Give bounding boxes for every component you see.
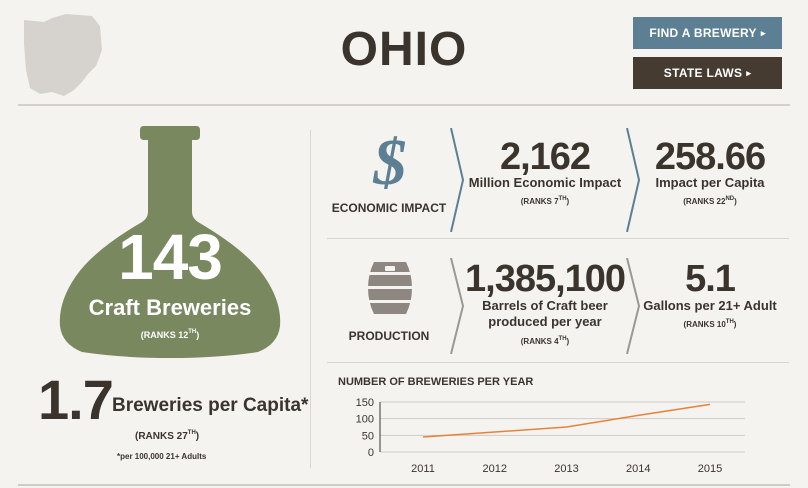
per-capita-value: 1.7 — [38, 368, 114, 431]
section-divider — [327, 238, 789, 239]
x-tick-label: 2012 — [483, 463, 507, 475]
y-tick-label: 100 — [356, 414, 374, 426]
economic-impact-rank: (RANKS 7TH) — [520, 196, 570, 206]
chart-title: NUMBER OF BREWERIES PER YEAR — [338, 376, 534, 388]
state-laws-label: STATE LAWS — [663, 66, 743, 80]
y-tick-label: 150 — [356, 397, 374, 409]
brewery-rank: (RANKS 12TH) — [140, 329, 200, 340]
x-tick-label: 2015 — [698, 463, 722, 475]
barrels-desc-1: Barrels of Craft beer — [482, 298, 608, 313]
section-divider — [327, 362, 789, 363]
gallons-desc: Gallons per 21+ Adult — [643, 298, 777, 313]
brewery-count-label: Craft Breweries — [88, 295, 252, 320]
x-tick-label: 2011 — [411, 463, 435, 475]
series-line — [422, 403, 711, 438]
y-tick-label: 0 — [368, 447, 374, 459]
find-brewery-label: FIND A BREWERY — [649, 26, 757, 40]
x-tick-label: 2013 — [554, 463, 578, 475]
page-title: OHIO — [340, 23, 468, 76]
header-divider — [18, 104, 790, 106]
chevron-divider — [626, 128, 640, 232]
impact-per-capita-desc: Impact per Capita — [655, 175, 765, 190]
per-capita-label: Breweries per Capita* — [112, 395, 309, 416]
state-laws-button[interactable]: STATE LAWS ▸ — [633, 57, 782, 89]
breweries-per-year-chart: 0 50 100 150 2011 2012 2013 2014 2015 — [356, 397, 745, 475]
chevron-right-icon: ▸ — [760, 27, 766, 38]
economic-impact-label: ECONOMIC IMPACT — [331, 201, 447, 215]
brew-kettle-icon — [59, 126, 281, 358]
production-label: PRODUCTION — [348, 329, 430, 343]
brewery-count: 143 — [118, 221, 223, 293]
chevron-divider — [626, 258, 640, 354]
x-tick-label: 2014 — [626, 463, 650, 475]
barrels-rank: (RANKS 4TH) — [520, 336, 570, 346]
find-brewery-button[interactable]: FIND A BREWERY ▸ — [633, 17, 782, 49]
gallons-value: 5.1 — [685, 258, 736, 300]
economic-impact-desc: Million Economic Impact — [468, 175, 622, 190]
per-capita-rank: (RANKS 27TH) — [135, 430, 200, 442]
economic-impact-value: 2,162 — [499, 136, 591, 178]
chevron-divider — [450, 128, 464, 232]
barrels-desc-2: produced per year — [488, 314, 602, 329]
barrels-value: 1,385,100 — [465, 258, 626, 300]
impact-per-capita-value: 258.66 — [654, 136, 766, 178]
gallons-rank: (RANKS 10TH) — [683, 319, 737, 329]
per-capita-footnote: *per 100,000 21+ Adults — [117, 452, 207, 461]
column-divider — [310, 130, 311, 468]
y-tick-label: 50 — [362, 430, 374, 442]
dollar-icon: $ — [373, 128, 407, 190]
chevron-divider — [450, 258, 464, 354]
ohio-map-icon — [24, 14, 102, 96]
svg-text:$: $ — [373, 128, 407, 190]
chevron-right-icon: ▸ — [746, 67, 752, 78]
barrel-icon — [367, 262, 413, 314]
impact-per-capita-rank: (RANKS 22ND) — [683, 196, 737, 206]
footer-divider — [18, 484, 790, 486]
